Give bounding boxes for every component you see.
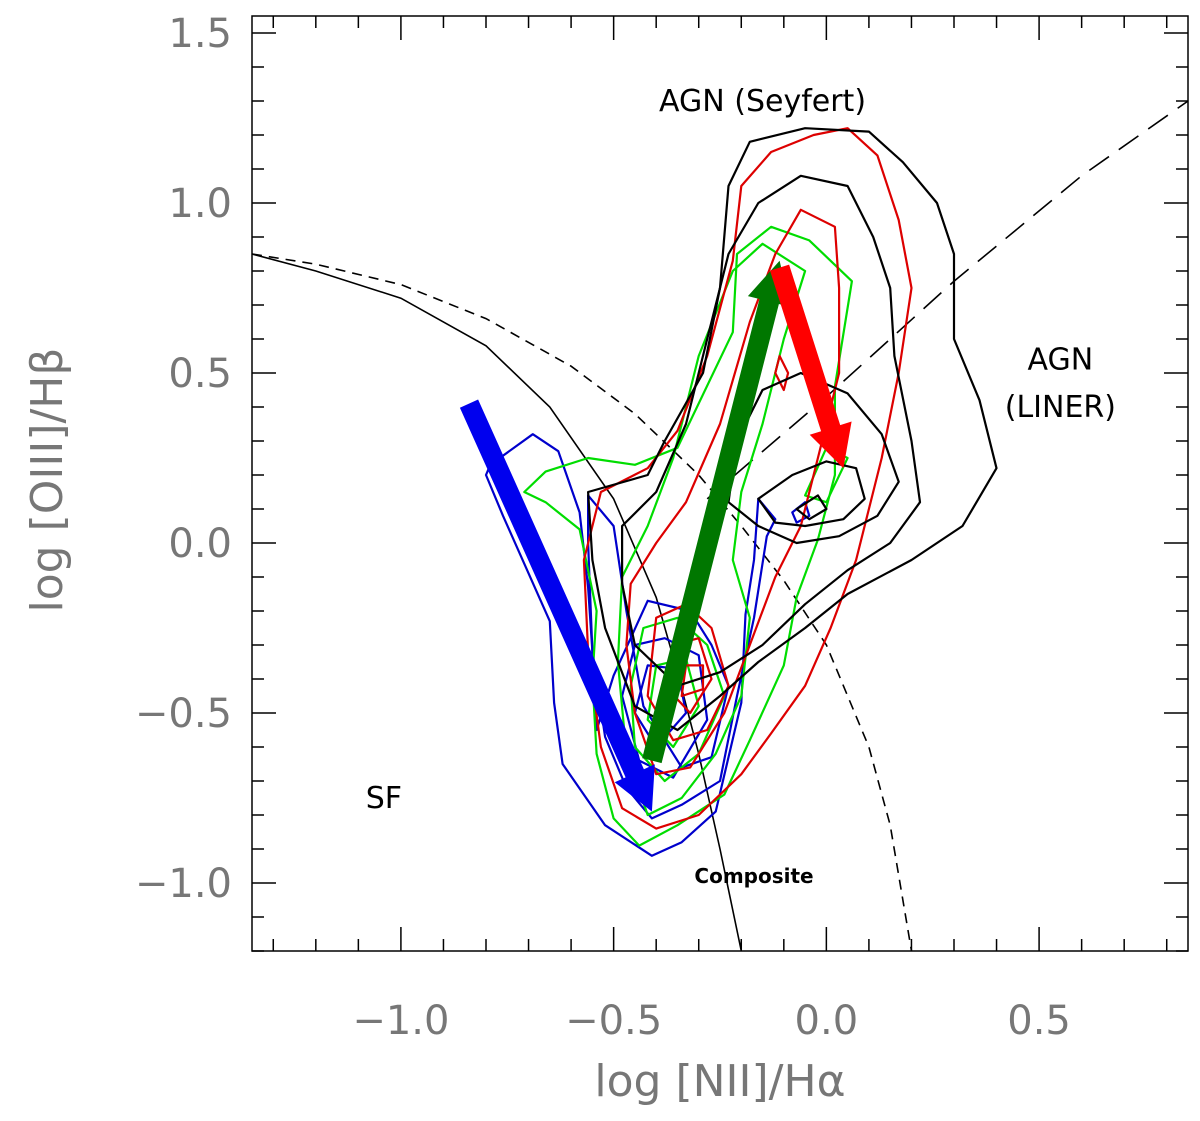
contour-15	[774, 354, 790, 392]
x-tick-label: −0.5	[565, 998, 662, 1044]
x-axis-title: log [NII]/Hα	[594, 1056, 845, 1107]
plot-layer	[252, 100, 1188, 951]
y-tick-label: 1.0	[168, 181, 232, 227]
contour-16	[586, 127, 998, 732]
y-tick-label: 0.0	[168, 521, 232, 567]
contour-6	[616, 242, 807, 817]
demarcation-curve-solid	[252, 253, 743, 951]
x-tick-label: 0.5	[1007, 998, 1071, 1044]
trend-arrow-2	[770, 264, 852, 469]
region-label-sf: SF	[366, 781, 402, 816]
y-tick-label: 1.5	[168, 11, 232, 57]
y-axis-title: log [OIII]/Hβ	[22, 348, 73, 613]
contour-10	[582, 127, 913, 830]
region-label-seyfert: AGN (Seyfert)	[659, 84, 866, 119]
contour-19	[757, 460, 866, 528]
region-label-liner: (LINER)	[1005, 390, 1116, 425]
x-tick-label: 0.0	[795, 998, 859, 1044]
y-tick-label: 0.5	[168, 351, 232, 397]
trend-arrow-1	[642, 260, 791, 764]
region-labels: AGN (Seyfert) AGN (LINER) SF Composite	[366, 84, 1116, 888]
region-label-composite: Composite	[694, 864, 813, 888]
contour-20	[795, 494, 828, 521]
trend-arrow-0	[459, 399, 655, 812]
contour-17	[620, 174, 922, 687]
tick-labels: −1.0 −0.5 0.0 0.5 −1.0 −0.5 0.0 0.5 1.0 1.5	[135, 11, 1071, 1044]
region-label-agn: AGN	[1028, 343, 1094, 378]
plot-frame	[251, 15, 1189, 952]
y-tick-label: −0.5	[135, 691, 232, 737]
contour-2	[620, 637, 709, 779]
x-tick-label: −1.0	[352, 998, 449, 1044]
y-tick-label: −1.0	[135, 861, 232, 907]
axis-ticks	[252, 16, 1188, 952]
contour-14	[680, 664, 705, 698]
